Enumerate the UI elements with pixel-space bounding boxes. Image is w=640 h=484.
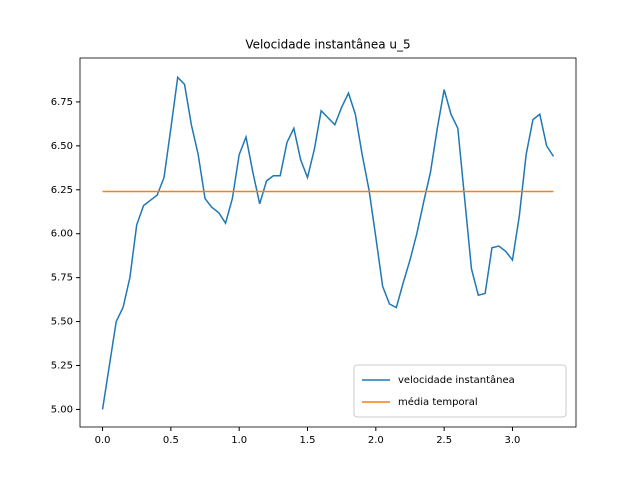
legend-label: velocidade instantânea <box>398 374 515 386</box>
y-tick-label: 5.25 <box>51 361 73 372</box>
y-tick-label: 5.00 <box>51 404 73 415</box>
y-tick-label: 6.00 <box>51 229 73 240</box>
legend-label: média temporal <box>398 396 478 408</box>
y-tick-label: 6.50 <box>51 141 73 152</box>
x-tick-label: 1.0 <box>231 435 247 446</box>
plot-frame <box>79 57 577 428</box>
x-tick-label: 3.0 <box>505 435 521 446</box>
x-tick-label: 0.5 <box>163 435 179 446</box>
series-line <box>101 75 555 410</box>
x-tick-label: 2.0 <box>368 435 384 446</box>
x-tick-label: 2.5 <box>436 435 452 446</box>
x-tick-label: 0.0 <box>95 435 111 446</box>
y-tick-label: 5.50 <box>51 317 73 328</box>
legend-box <box>353 364 567 418</box>
y-tick-label: 5.75 <box>51 273 73 284</box>
y-tick-label: 6.75 <box>51 97 73 108</box>
x-tick-label: 1.5 <box>300 435 316 446</box>
chart-title: Velocidade instantânea u_5 <box>245 38 410 52</box>
y-tick-label: 6.25 <box>51 185 73 196</box>
